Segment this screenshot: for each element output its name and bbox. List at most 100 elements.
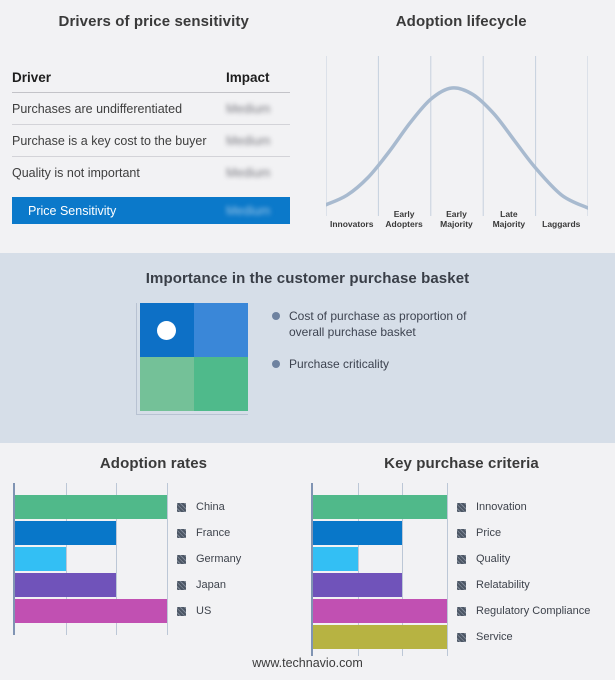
lifecycle-title: Adoption lifecycle bbox=[395, 13, 527, 30]
driver-cell: Purchases are undifferentiated bbox=[12, 101, 183, 116]
legend-item: Innovation bbox=[457, 494, 590, 520]
impact-value: Medium bbox=[226, 165, 271, 180]
top-section: Drivers of price sensitivity Driver Impa… bbox=[0, 0, 615, 253]
bar-japan bbox=[15, 573, 117, 597]
legend-label: Purchase criticality bbox=[289, 357, 390, 372]
bar-plot bbox=[311, 483, 448, 656]
legend-label: Service bbox=[476, 631, 513, 643]
footer-url: www.technavio.com bbox=[252, 656, 363, 670]
legend-item: Service bbox=[457, 624, 590, 650]
drivers-table-body: Purchases are undifferentiated Medium Purc… bbox=[12, 93, 290, 188]
legend-item: US bbox=[177, 598, 241, 624]
bar-innovation bbox=[313, 495, 447, 519]
stage-label-late-majority: Late Majority bbox=[492, 208, 526, 230]
basket-title: Importance in the customer purchase bask… bbox=[145, 270, 470, 287]
legend-swatch bbox=[457, 528, 466, 538]
stage-label-early-adopters: Early Adopters bbox=[385, 208, 423, 230]
quadrant-chart bbox=[140, 303, 248, 411]
bars-container bbox=[313, 495, 447, 649]
grid-line bbox=[357, 483, 359, 656]
legend-item: Price bbox=[457, 520, 590, 546]
legend-label: China bbox=[196, 501, 225, 513]
stage-label-laggards: Laggards bbox=[542, 219, 581, 230]
legend-swatch bbox=[457, 502, 466, 512]
legend-swatch bbox=[177, 606, 186, 616]
basket-legend: Cost of purchase as proportion of overal… bbox=[272, 309, 486, 390]
quadrant-marker-dot bbox=[157, 321, 176, 340]
legend-swatch bbox=[177, 528, 186, 538]
bar-germany bbox=[15, 547, 66, 571]
bell-curve-plot bbox=[325, 56, 588, 216]
quadrant-cell-top-left bbox=[140, 303, 194, 357]
driver-column-header: Driver bbox=[12, 69, 52, 85]
adoption-rates-title: Adoption rates bbox=[99, 455, 208, 472]
legend-bullet bbox=[272, 312, 280, 320]
grid-line bbox=[65, 483, 67, 635]
legend-item: Purchase criticality bbox=[272, 357, 486, 373]
stage-label-innovators: Innovators bbox=[329, 219, 374, 230]
legend-item: Cost of purchase as proportion of overal… bbox=[272, 309, 486, 340]
legend-label: Japan bbox=[196, 579, 226, 591]
legend-item: Relatability bbox=[457, 572, 590, 598]
legend-swatch bbox=[457, 606, 466, 616]
price-sensitivity-row: Price Sensitivity Medium bbox=[12, 197, 290, 224]
grid-line bbox=[167, 483, 168, 635]
drivers-title: Drivers of price sensitivity bbox=[58, 13, 249, 30]
table-row: Quality is not important Medium bbox=[12, 157, 290, 188]
legend-swatch bbox=[457, 580, 466, 590]
bar-quality bbox=[313, 547, 358, 571]
lifecycle-chart: Innovators Early Adopters Early Majority La… bbox=[325, 56, 588, 230]
legend-label: Regulatory Compliance bbox=[476, 605, 591, 617]
key-criteria-panel: Key purchase criteria Innovation Price Qua… bbox=[308, 443, 615, 680]
grid-line bbox=[116, 483, 118, 635]
stage-label-early-majority: Early Majority bbox=[440, 208, 473, 230]
purchase-basket-band: Importance in the customer purchase bask… bbox=[0, 253, 615, 443]
legend-label: France bbox=[196, 527, 231, 539]
drivers-panel: Drivers of price sensitivity Driver Impa… bbox=[0, 0, 308, 253]
bar-price bbox=[313, 521, 403, 545]
legend-swatch bbox=[177, 554, 186, 564]
bell-curve bbox=[325, 86, 588, 210]
legend-swatch bbox=[457, 554, 466, 564]
legend-item: China bbox=[177, 494, 241, 520]
legend-label: Cost of purchase as proportion of overal… bbox=[289, 309, 467, 339]
drivers-table: Driver Impact Purchases are undifferenti… bbox=[12, 62, 290, 224]
bar-service bbox=[313, 625, 447, 649]
lifecycle-panel: Adoption lifecycle Innovators Early Adopt… bbox=[308, 0, 615, 253]
legend-swatch bbox=[177, 502, 186, 512]
legend-item: Quality bbox=[457, 546, 590, 572]
legend-label: Germany bbox=[196, 553, 242, 565]
drivers-table-header: Driver Impact bbox=[12, 62, 290, 93]
bar-us bbox=[15, 599, 167, 623]
price-sensitivity-impact-value: Medium bbox=[226, 203, 271, 218]
grid-line bbox=[402, 483, 404, 656]
legend-swatch bbox=[457, 632, 466, 642]
legend-label: Price bbox=[476, 527, 502, 539]
bar-china bbox=[15, 495, 167, 519]
impact-value: Medium bbox=[226, 133, 271, 148]
impact-value: Medium bbox=[226, 101, 271, 116]
bar-regulatory-compliance bbox=[313, 599, 447, 623]
legend-label: Quality bbox=[476, 553, 511, 565]
bar-plot bbox=[13, 483, 168, 635]
bar-legend: Innovation Price Quality Relatability Regula… bbox=[457, 494, 590, 650]
driver-cell: Purchase is a key cost to the buyer bbox=[12, 133, 207, 148]
legend-item: Regulatory Compliance bbox=[457, 598, 590, 624]
legend-item: France bbox=[177, 520, 241, 546]
bar-relatability bbox=[313, 573, 403, 597]
legend-label: US bbox=[196, 605, 212, 617]
legend-swatch bbox=[177, 580, 186, 590]
legend-bullet bbox=[272, 360, 280, 369]
quadrant-axis bbox=[136, 303, 248, 415]
legend-item: Germany bbox=[177, 546, 241, 572]
grid-line bbox=[447, 483, 448, 656]
bar-legend: China France Germany Japan US bbox=[177, 494, 241, 624]
quadrant-cell-bottom-left bbox=[140, 357, 194, 411]
table-row: Purchases are undifferentiated Medium bbox=[12, 93, 290, 125]
quadrant-cell-bottom-right bbox=[194, 357, 248, 411]
bars-container bbox=[15, 495, 167, 623]
driver-cell: Quality is not important bbox=[12, 165, 140, 180]
bottom-section: Adoption rates China France Germany Japan US… bbox=[0, 443, 615, 680]
legend-item: Japan bbox=[177, 572, 241, 598]
